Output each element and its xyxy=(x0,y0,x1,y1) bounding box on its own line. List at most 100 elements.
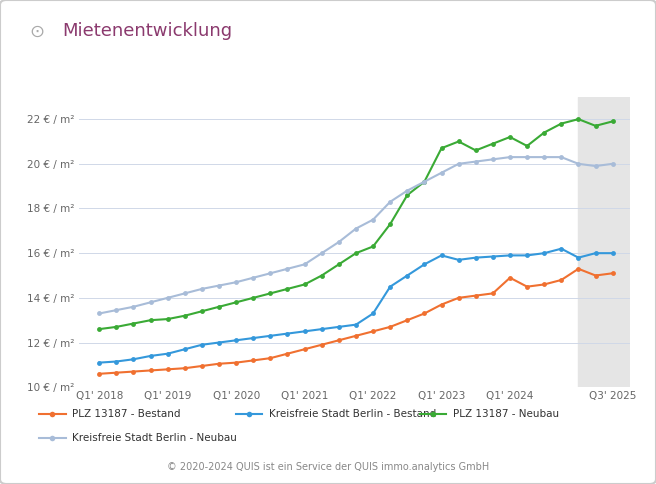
Kreisfreie Stadt Berlin - Bestand xyxy=(232,337,240,343)
Kreisfreie Stadt Berlin - Neubau xyxy=(523,154,531,160)
PLZ 13187 - Bestand xyxy=(369,329,377,334)
Line: Kreisfreie Stadt Berlin - Bestand: Kreisfreie Stadt Berlin - Bestand xyxy=(97,246,615,365)
Kreisfreie Stadt Berlin - Neubau xyxy=(472,159,480,165)
PLZ 13187 - Neubau xyxy=(489,141,497,147)
PLZ 13187 - Neubau xyxy=(232,300,240,305)
PLZ 13187 - Neubau xyxy=(420,179,428,184)
PLZ 13187 - Bestand xyxy=(198,363,206,369)
PLZ 13187 - Bestand xyxy=(523,284,531,289)
Kreisfreie Stadt Berlin - Bestand xyxy=(369,311,377,317)
PLZ 13187 - Bestand xyxy=(232,360,240,365)
Kreisfreie Stadt Berlin - Neubau xyxy=(489,156,497,162)
PLZ 13187 - Neubau xyxy=(112,324,120,330)
Kreisfreie Stadt Berlin - Bestand xyxy=(575,255,583,260)
Kreisfreie Stadt Berlin - Neubau xyxy=(164,295,172,301)
PLZ 13187 - Neubau xyxy=(249,295,257,301)
PLZ 13187 - Bestand xyxy=(215,361,223,367)
PLZ 13187 - Neubau xyxy=(438,145,445,151)
PLZ 13187 - Neubau xyxy=(215,304,223,310)
PLZ 13187 - Bestand xyxy=(472,293,480,299)
PLZ 13187 - Bestand xyxy=(335,337,343,343)
Kreisfreie Stadt Berlin - Bestand xyxy=(352,322,360,328)
PLZ 13187 - Neubau xyxy=(592,123,600,129)
PLZ 13187 - Neubau xyxy=(335,261,343,267)
PLZ 13187 - Neubau xyxy=(472,148,480,153)
PLZ 13187 - Bestand xyxy=(300,347,308,352)
PLZ 13187 - Bestand xyxy=(592,272,600,278)
Kreisfreie Stadt Berlin - Bestand xyxy=(420,261,428,267)
Kreisfreie Stadt Berlin - Bestand xyxy=(541,250,548,256)
Kreisfreie Stadt Berlin - Neubau xyxy=(300,261,308,267)
Kreisfreie Stadt Berlin - Bestand xyxy=(181,347,189,352)
PLZ 13187 - Bestand xyxy=(438,302,445,307)
PLZ 13187 - Bestand xyxy=(164,366,172,372)
Kreisfreie Stadt Berlin - Neubau xyxy=(506,154,514,160)
PLZ 13187 - Neubau xyxy=(198,308,206,314)
Kreisfreie Stadt Berlin - Neubau xyxy=(249,275,257,281)
Kreisfreie Stadt Berlin - Bestand xyxy=(164,351,172,357)
PLZ 13187 - Bestand xyxy=(318,342,325,348)
Kreisfreie Stadt Berlin - Bestand xyxy=(335,324,343,330)
Line: Kreisfreie Stadt Berlin - Neubau: Kreisfreie Stadt Berlin - Neubau xyxy=(97,155,615,316)
Text: ⊙: ⊙ xyxy=(30,22,45,41)
Kreisfreie Stadt Berlin - Bestand xyxy=(266,333,274,339)
Kreisfreie Stadt Berlin - Bestand xyxy=(95,360,103,365)
PLZ 13187 - Bestand xyxy=(112,370,120,376)
Kreisfreie Stadt Berlin - Neubau xyxy=(575,161,583,166)
PLZ 13187 - Bestand xyxy=(283,351,291,357)
Kreisfreie Stadt Berlin - Bestand xyxy=(438,253,445,258)
Text: PLZ 13187 - Neubau: PLZ 13187 - Neubau xyxy=(453,409,559,419)
PLZ 13187 - Neubau xyxy=(609,119,617,124)
Kreisfreie Stadt Berlin - Bestand xyxy=(523,253,531,258)
PLZ 13187 - Bestand xyxy=(386,324,394,330)
PLZ 13187 - Bestand xyxy=(541,282,548,287)
PLZ 13187 - Neubau xyxy=(403,192,411,198)
Kreisfreie Stadt Berlin - Neubau xyxy=(266,271,274,276)
Kreisfreie Stadt Berlin - Bestand xyxy=(249,335,257,341)
Kreisfreie Stadt Berlin - Neubau xyxy=(318,250,325,256)
PLZ 13187 - Neubau xyxy=(506,134,514,140)
PLZ 13187 - Bestand xyxy=(147,367,155,373)
PLZ 13187 - Bestand xyxy=(129,369,137,375)
Kreisfreie Stadt Berlin - Neubau xyxy=(198,286,206,292)
Text: Kreisfreie Stadt Berlin - Bestand: Kreisfreie Stadt Berlin - Bestand xyxy=(269,409,436,419)
PLZ 13187 - Neubau xyxy=(575,116,583,122)
Kreisfreie Stadt Berlin - Neubau xyxy=(455,161,462,166)
Kreisfreie Stadt Berlin - Bestand xyxy=(506,253,514,258)
PLZ 13187 - Neubau xyxy=(147,318,155,323)
Kreisfreie Stadt Berlin - Bestand xyxy=(112,359,120,364)
Kreisfreie Stadt Berlin - Neubau xyxy=(438,170,445,176)
Kreisfreie Stadt Berlin - Neubau xyxy=(609,161,617,166)
PLZ 13187 - Neubau xyxy=(300,282,308,287)
Text: Kreisfreie Stadt Berlin - Neubau: Kreisfreie Stadt Berlin - Neubau xyxy=(72,433,237,443)
Line: PLZ 13187 - Bestand: PLZ 13187 - Bestand xyxy=(97,266,615,376)
Kreisfreie Stadt Berlin - Neubau xyxy=(215,283,223,288)
Kreisfreie Stadt Berlin - Bestand xyxy=(386,284,394,289)
Kreisfreie Stadt Berlin - Bestand xyxy=(472,255,480,260)
Kreisfreie Stadt Berlin - Neubau xyxy=(283,266,291,272)
Text: © 2020-2024 QUIS ist ein Service der QUIS immo.analytics GmbH: © 2020-2024 QUIS ist ein Service der QUI… xyxy=(167,462,489,472)
Kreisfreie Stadt Berlin - Bestand xyxy=(129,356,137,362)
Kreisfreie Stadt Berlin - Bestand xyxy=(147,353,155,359)
PLZ 13187 - Neubau xyxy=(523,143,531,149)
PLZ 13187 - Bestand xyxy=(506,275,514,281)
Kreisfreie Stadt Berlin - Neubau xyxy=(403,188,411,194)
Kreisfreie Stadt Berlin - Neubau xyxy=(95,311,103,317)
Kreisfreie Stadt Berlin - Bestand xyxy=(609,250,617,256)
PLZ 13187 - Neubau xyxy=(318,272,325,278)
Kreisfreie Stadt Berlin - Bestand xyxy=(318,326,325,332)
PLZ 13187 - Bestand xyxy=(181,365,189,371)
PLZ 13187 - Bestand xyxy=(266,355,274,361)
Kreisfreie Stadt Berlin - Neubau xyxy=(147,300,155,305)
PLZ 13187 - Neubau xyxy=(266,290,274,296)
Kreisfreie Stadt Berlin - Neubau xyxy=(386,199,394,205)
PLZ 13187 - Bestand xyxy=(489,290,497,296)
PLZ 13187 - Bestand xyxy=(558,277,565,283)
PLZ 13187 - Bestand xyxy=(352,333,360,339)
Line: PLZ 13187 - Neubau: PLZ 13187 - Neubau xyxy=(97,117,615,332)
Kreisfreie Stadt Berlin - Neubau xyxy=(592,163,600,169)
Kreisfreie Stadt Berlin - Bestand xyxy=(283,331,291,336)
Kreisfreie Stadt Berlin - Neubau xyxy=(181,290,189,296)
Kreisfreie Stadt Berlin - Bestand xyxy=(489,254,497,259)
Kreisfreie Stadt Berlin - Neubau xyxy=(541,154,548,160)
